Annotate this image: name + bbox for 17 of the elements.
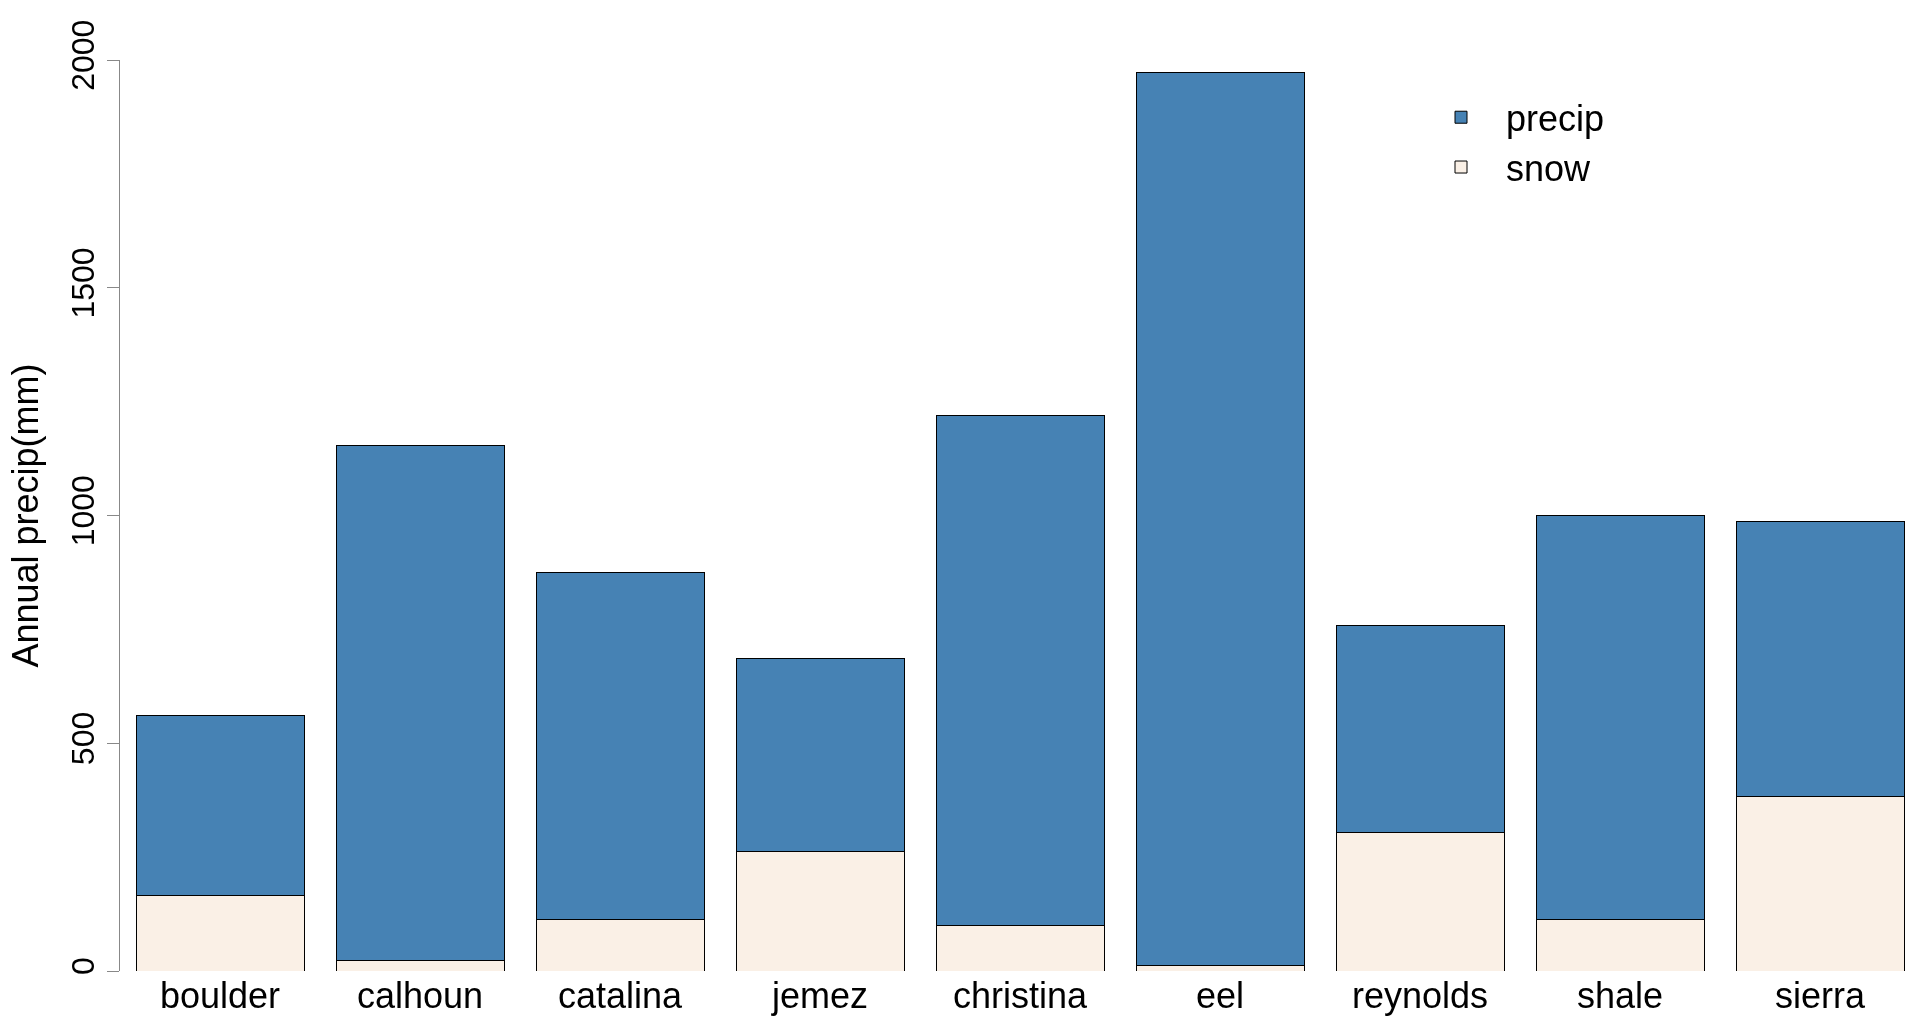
x-tick-label: christina xyxy=(952,975,1088,1016)
y-tick-label: 1500 xyxy=(65,247,102,319)
y-tick-label: 1000 xyxy=(65,475,102,547)
legend-label: snow xyxy=(1506,148,1592,190)
y-tick-label: 2000 xyxy=(65,19,102,91)
y-tick-label: 500 xyxy=(65,711,102,766)
legend-label: precip xyxy=(1506,98,1605,140)
x-tick-label: jemez xyxy=(770,975,869,1016)
x-tick-label: shale xyxy=(1576,975,1664,1016)
y-tick-label: 0 xyxy=(65,957,102,976)
y-axis-title: Annual precip(mm) xyxy=(5,363,47,668)
x-tick-label: catalina xyxy=(557,975,684,1016)
x-tick-label: reynolds xyxy=(1351,975,1489,1016)
x-tick-label: sierra xyxy=(1774,975,1866,1016)
x-tick-label: boulder xyxy=(159,975,281,1016)
x-tick-label: calhoun xyxy=(356,975,484,1016)
x-tick-label: eel xyxy=(1195,975,1245,1016)
